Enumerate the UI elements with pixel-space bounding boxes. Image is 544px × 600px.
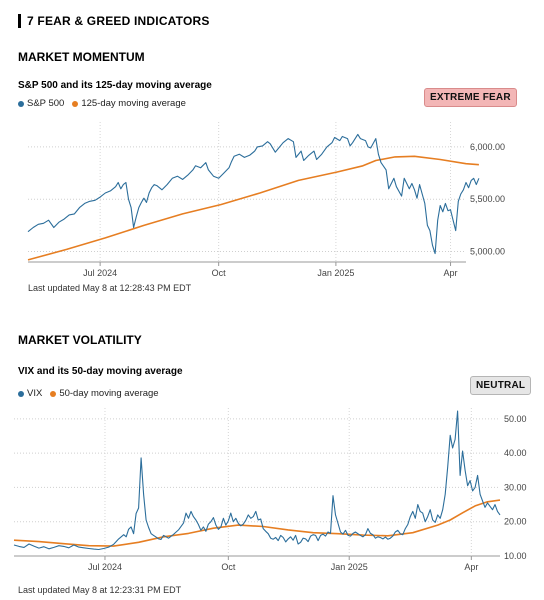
legend-item-vix: VIX xyxy=(18,388,42,399)
y-tick-label: 50.00 xyxy=(504,414,527,424)
x-tick-label: Jul 2024 xyxy=(88,562,122,572)
legend-item-ma125: 125-day moving average xyxy=(72,98,186,109)
momentum-heading: MARKET MOMENTUM xyxy=(18,50,145,64)
y-tick-label: 30.00 xyxy=(504,482,527,492)
legend-label: 50-day moving average xyxy=(59,388,159,399)
volatility-updated: Last updated May 8 at 12:23:31 PM EDT xyxy=(18,585,182,595)
series-line-vix xyxy=(13,410,501,551)
x-tick-label: Jan 2025 xyxy=(317,268,354,278)
y-tick-label: 5,000.00 xyxy=(470,247,505,257)
x-tick-label: Jul 2024 xyxy=(83,268,117,278)
series-line-s-p-500 xyxy=(27,133,480,255)
volatility-heading: MARKET VOLATILITY xyxy=(18,333,142,347)
x-tick-label: Jan 2025 xyxy=(331,562,368,572)
momentum-chart: 5,000.00 5,500.00 6,000.00 Jul 2024 Oct Jan 2… xyxy=(27,122,505,278)
y-tick-label: 40.00 xyxy=(504,448,527,458)
section-title: 7 FEAR & GREED INDICATORS xyxy=(27,14,210,28)
legend-dot-icon xyxy=(72,100,79,107)
legend-dot-icon xyxy=(18,390,24,397)
legend-item-ma50: 50-day moving average xyxy=(50,388,159,399)
x-tick-label: Oct xyxy=(221,562,236,572)
x-tick-label: Oct xyxy=(212,268,227,278)
y-tick-label: 20.00 xyxy=(504,517,527,527)
momentum-rating-badge: EXTREME FEAR xyxy=(424,88,517,107)
series-line-50-day-moving-average xyxy=(13,499,501,547)
legend-dot-icon xyxy=(18,100,24,107)
x-tick-label: Apr xyxy=(444,268,458,278)
volatility-legend: VIX 50-day moving average xyxy=(18,388,167,399)
legend-dot-icon xyxy=(50,390,57,397)
series-line-125-day-moving-average xyxy=(27,155,479,261)
volatility-chart-title: VIX and its 50-day moving average xyxy=(18,366,183,377)
section-header: 7 FEAR & GREED INDICATORS xyxy=(18,14,210,28)
momentum-legend: S&P 500 125-day moving average xyxy=(18,98,194,109)
legend-label: VIX xyxy=(27,388,43,399)
y-tick-label: 6,000.00 xyxy=(470,142,505,152)
legend-item-sp500: S&P 500 xyxy=(18,98,64,109)
momentum-chart-title: S&P 500 and its 125-day moving average xyxy=(18,80,212,91)
legend-label: 125-day moving average xyxy=(81,98,186,109)
y-tick-label: 5,500.00 xyxy=(470,194,505,204)
y-tick-label: 10.00 xyxy=(504,551,527,561)
momentum-updated: Last updated May 8 at 12:28:43 PM EDT xyxy=(28,283,192,293)
header-bar-icon xyxy=(18,14,21,28)
x-tick-label: Apr xyxy=(464,562,478,572)
legend-label: S&P 500 xyxy=(27,98,65,109)
volatility-rating-badge: NEUTRAL xyxy=(470,376,532,395)
volatility-chart: 10.00 20.00 30.00 40.00 50.00 Jul 2024 Oct Jan … xyxy=(13,408,527,572)
